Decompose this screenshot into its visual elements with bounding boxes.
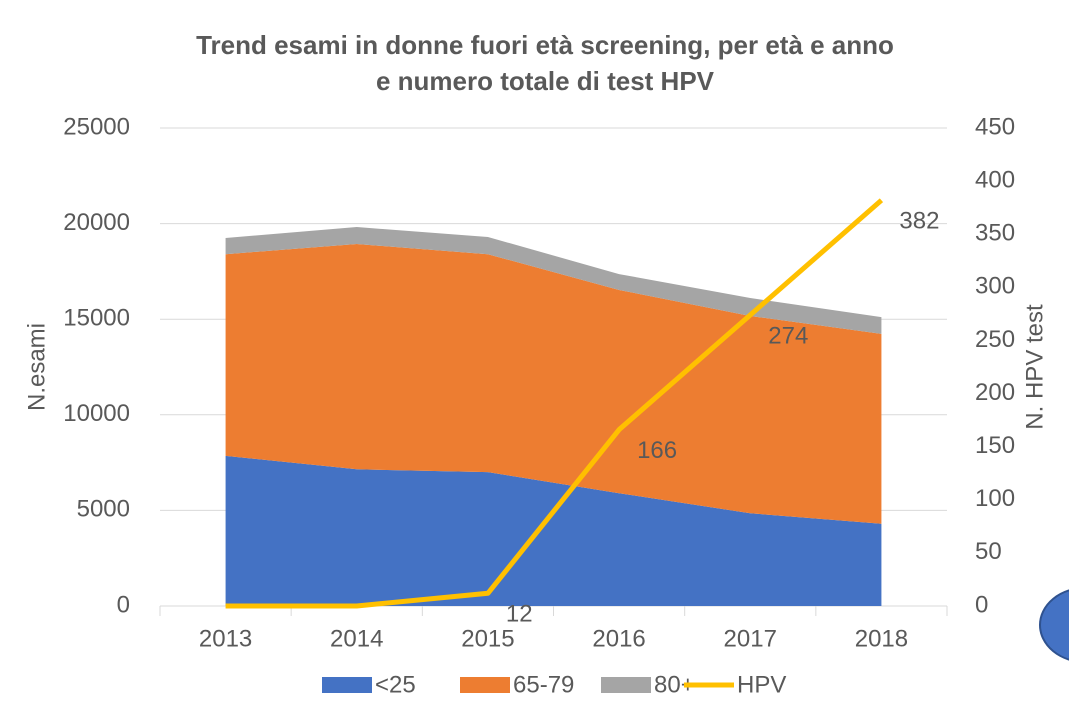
data-label: 166 [637, 437, 677, 464]
y2-tick-label: 350 [975, 220, 1015, 247]
legend-label: HPV [737, 671, 786, 698]
y-tick-label: 0 [117, 591, 130, 618]
line [225, 198, 884, 609]
y2-tick-label: 300 [975, 273, 1015, 300]
y2-tick-label: 450 [975, 113, 1015, 140]
y2-tick-label: 150 [975, 432, 1015, 459]
x-tick-label: 2018 [855, 625, 908, 652]
area [225, 227, 882, 334]
y-tick-label: 5000 [77, 496, 130, 523]
x-tick-label: 2015 [461, 625, 514, 652]
legend-label: <25 [375, 671, 416, 698]
x-tick-label: 2013 [199, 625, 252, 652]
legend-swatch [460, 677, 510, 693]
area [225, 455, 882, 606]
legend-swatch [601, 677, 651, 693]
chart-title: e numero totale di test HPV [376, 66, 715, 96]
decoration-shape [1039, 589, 1069, 661]
y2-tick-label: 250 [975, 326, 1015, 353]
y-tick-label: 20000 [63, 209, 130, 236]
y2-tick-label: 0 [975, 591, 988, 618]
y2-tick-label: 200 [975, 379, 1015, 406]
y-tick-label: 15000 [63, 305, 130, 332]
legend-swatch [322, 677, 372, 693]
y2-tick-label: 400 [975, 166, 1015, 193]
y2-axis-label: N. HPV test [1021, 304, 1048, 430]
data-label: 382 [899, 208, 939, 235]
legend-label: 65-79 [513, 671, 574, 698]
chart-title: Trend esami in donne fuori età screening… [196, 30, 894, 60]
data-label: 12 [506, 601, 533, 628]
x-tick-label: 2017 [724, 625, 777, 652]
y-tick-label: 10000 [63, 400, 130, 427]
y2-tick-label: 100 [975, 485, 1015, 512]
y2-tick-label: 50 [975, 538, 1002, 565]
data-label: 274 [768, 322, 808, 349]
y-axis-label: N.esami [23, 323, 50, 411]
x-tick-label: 2016 [592, 625, 645, 652]
x-tick-label: 2014 [330, 625, 383, 652]
area [225, 244, 882, 524]
y-tick-label: 25000 [63, 113, 130, 140]
